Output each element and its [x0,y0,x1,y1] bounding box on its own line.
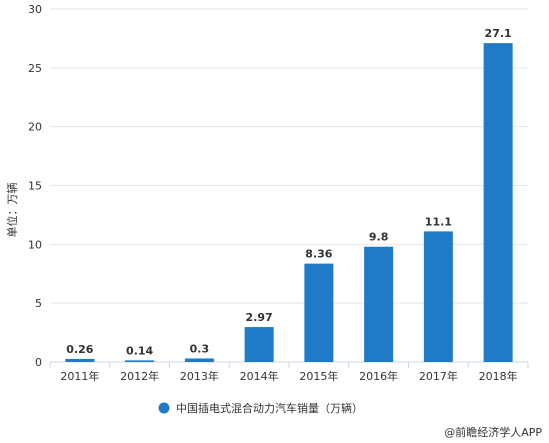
bar [184,358,214,362]
data-label: 9.8 [369,231,389,244]
bar [483,43,513,363]
x-tick-label: 2011年 [60,369,99,383]
y-tick-label: 0 [35,356,42,369]
bar [125,360,155,362]
x-tick-label: 2014年 [240,369,279,383]
x-tick-label: 2017年 [419,369,458,383]
grid-lines [50,8,528,363]
x-tick-label: 2018年 [479,369,518,383]
bar [244,327,274,362]
data-label: 0.26 [66,343,93,356]
data-label: 27.1 [485,27,512,40]
y-tick-label: 5 [35,297,42,310]
y-tick-label: 15 [28,180,42,193]
y-axis-title: 单位：万辆 [5,183,19,238]
data-label: 0.14 [126,344,153,357]
y-tick-label: 25 [28,62,42,75]
bar [423,231,453,362]
data-labels: 0.26 0.14 0.3 2.97 8.36 9.8 11.1 27.1 [66,27,511,357]
data-label: 2.97 [246,311,273,324]
x-tick-label: 2013年 [180,369,219,383]
legend-label: 中国插电式混合动力汽车销量（万辆） [176,401,363,415]
y-tick-label: 20 [28,121,42,134]
data-label: 8.36 [305,248,332,261]
legend[interactable]: 中国插电式混合动力汽车销量（万辆） [158,401,364,415]
x-tick-label: 2016年 [359,369,398,383]
footer-source: @前瞻经济学人APP [444,425,542,439]
y-tick-label: 30 [28,3,42,16]
y-axis-ticks: 0 5 10 15 20 25 30 [28,3,42,369]
x-tick-label: 2015年 [299,369,338,383]
bar [364,246,394,362]
bar [65,358,95,362]
bar [304,263,334,362]
x-axis-ticks: 2011年 2012年 2013年 2014年 2015年 2016年 2017年 2018年 [49,362,529,383]
legend-marker [158,402,170,414]
bars [65,43,513,363]
y-tick-label: 10 [28,238,42,251]
data-label: 0.3 [190,342,210,355]
x-tick-label: 2012年 [120,369,159,383]
data-label: 11.1 [425,215,452,228]
